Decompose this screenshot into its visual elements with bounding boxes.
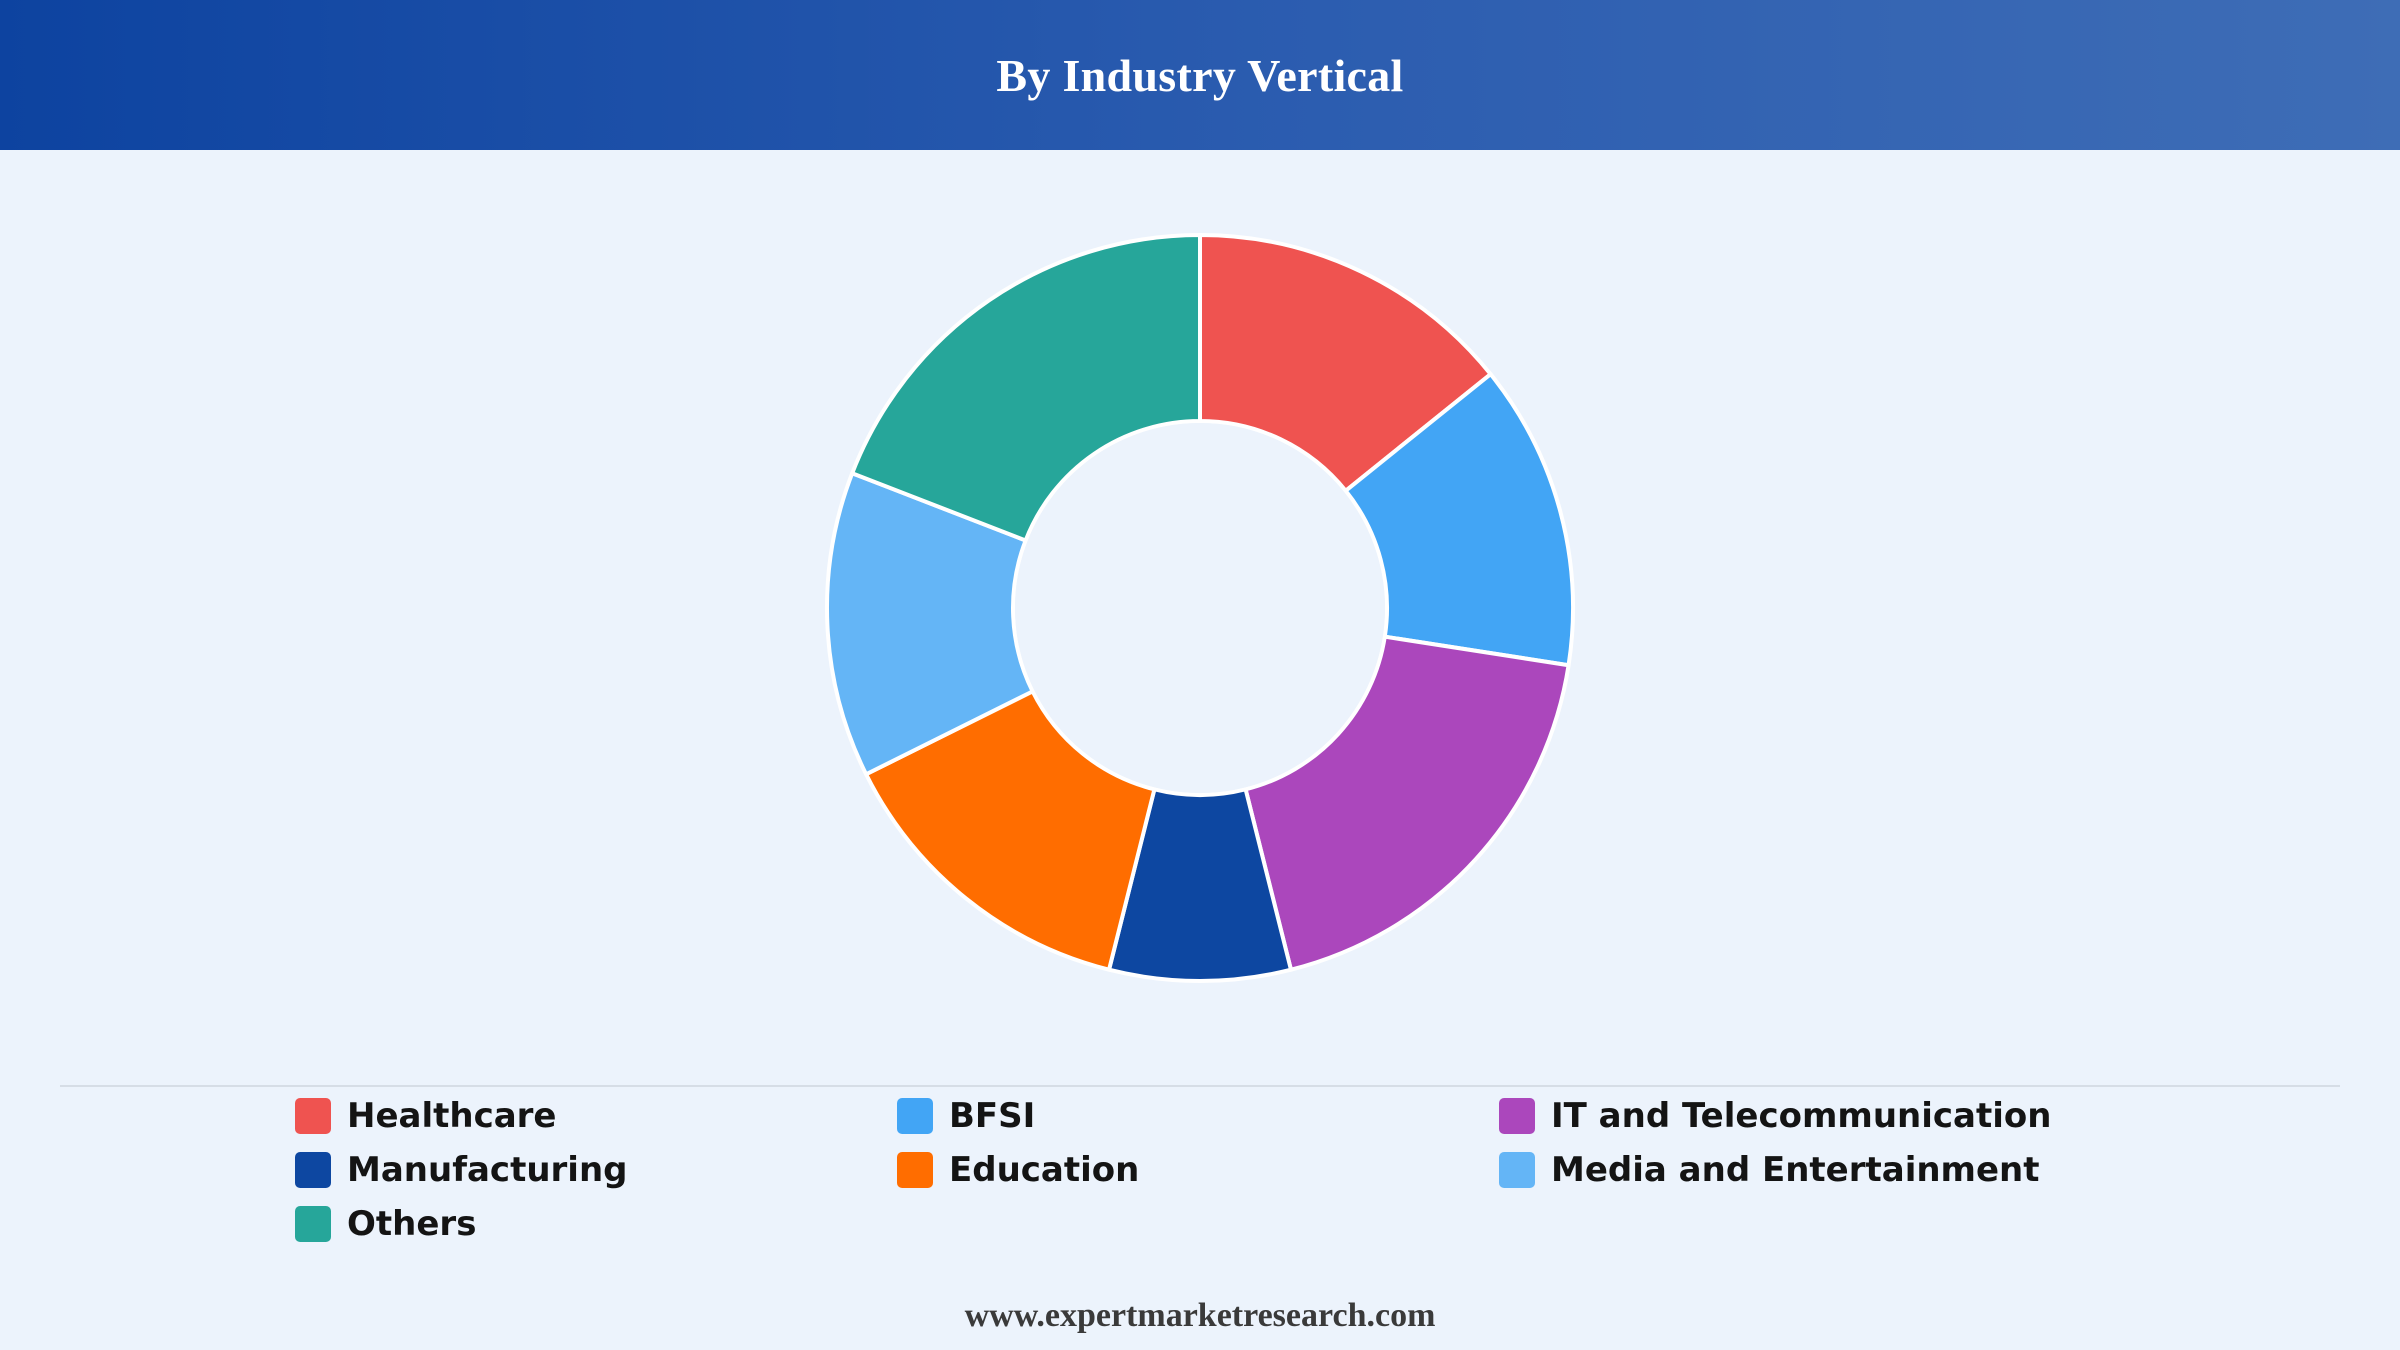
legend-swatch-others — [295, 1205, 331, 1242]
chart-area — [0, 150, 2400, 1070]
donut-slice-education — [864, 689, 1157, 972]
legend-label-healthcare: Healthcare — [347, 1095, 557, 1136]
donut-hole — [1015, 423, 1385, 793]
donut-slice-healthcare — [1198, 233, 1493, 493]
legend-swatch-media — [1499, 1151, 1535, 1188]
legend-item-it-telecom: IT and Telecommunication — [1499, 1095, 2101, 1136]
donut-slice-bfsi — [1343, 372, 1575, 668]
legend-item-education: Education — [897, 1149, 1499, 1190]
legend-label-media: Media and Entertainment — [1551, 1149, 2040, 1190]
legend-swatch-it-telecom — [1499, 1097, 1535, 1134]
donut-chart — [825, 233, 1575, 983]
legend-item-healthcare: Healthcare — [295, 1095, 897, 1136]
legend-label-education: Education — [949, 1149, 1140, 1190]
legend-swatch-manufacturing — [295, 1151, 331, 1188]
donut-slice-it-and-telecommunication — [1243, 634, 1571, 972]
legend-swatch-bfsi — [897, 1097, 933, 1134]
legend-item-manufacturing: Manufacturing — [295, 1149, 897, 1190]
chart-legend: Healthcare BFSI IT and Telecommunication… — [295, 1095, 2195, 1244]
donut-slice-media-and-entertainment — [825, 471, 1035, 777]
legend-item-others: Others — [295, 1203, 897, 1244]
legend-swatch-education — [897, 1151, 933, 1188]
legend-label-others: Others — [347, 1203, 477, 1244]
header-banner: By Industry Vertical — [0, 0, 2400, 150]
donut-slice-others — [850, 233, 1202, 543]
chart-title: By Industry Vertical — [996, 49, 1404, 101]
legend-label-bfsi: BFSI — [949, 1095, 1036, 1136]
legend-item-bfsi: BFSI — [897, 1095, 1499, 1136]
legend-label-manufacturing: Manufacturing — [347, 1149, 628, 1190]
legend-item-media: Media and Entertainment — [1499, 1149, 2101, 1190]
legend-label-it-telecom: IT and Telecommunication — [1551, 1095, 2052, 1136]
source-footer: www.expertmarketresearch.com — [964, 1297, 1436, 1334]
legend-divider — [60, 1085, 2340, 1087]
legend-swatch-healthcare — [295, 1097, 331, 1134]
